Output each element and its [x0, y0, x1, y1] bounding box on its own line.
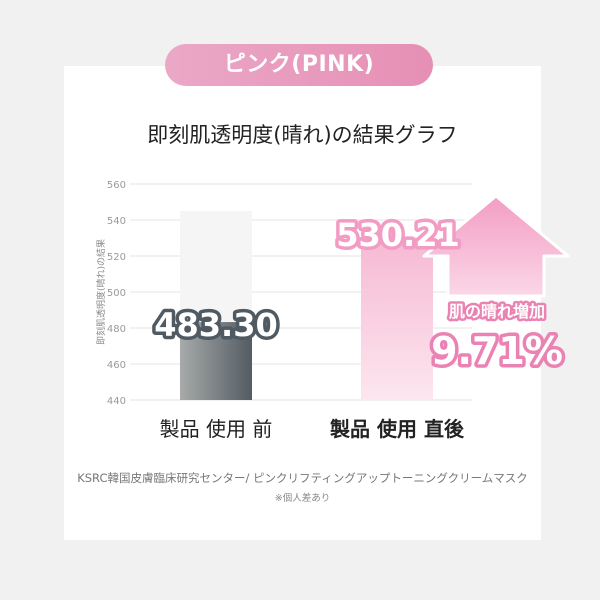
increase-annotation-value: 9.71% [431, 329, 563, 373]
category-label-after: 製品 使用 直後 [330, 417, 464, 441]
y-tick-label: 480 [107, 324, 126, 335]
y-tick-label: 500 [107, 288, 126, 299]
y-tick-label: 460 [107, 360, 126, 371]
category-label-before: 製品 使用 前 [159, 417, 273, 441]
bar-background [180, 211, 252, 323]
y-axis-label: 即刻肌透明度(晴れ)の結果 [95, 239, 107, 345]
bar-before [180, 322, 252, 400]
y-tick-label: 520 [107, 252, 126, 263]
y-tick-label: 540 [107, 216, 126, 227]
color-badge: ピンク(PINK) [165, 44, 433, 86]
y-tick-label: 440 [107, 396, 126, 407]
individual-note: ※個人差あり [274, 493, 331, 504]
data-label-before: 483.30 [154, 306, 277, 344]
increase-annotation-label: 肌の晴れ増加 [449, 302, 545, 321]
chart-title: 即刻肌透明度(晴れ)の結果グラフ [147, 123, 458, 147]
data-label-after: 530.21 [336, 216, 459, 254]
increase-arrow-icon [422, 194, 570, 298]
y-tick-label: 560 [107, 180, 126, 191]
bar-after [361, 237, 433, 400]
chart-card [64, 66, 541, 540]
source-note: KSRC韓国皮膚臨床研究センター/ ピンクリフティングアップトーニングクリームマ… [77, 471, 528, 485]
